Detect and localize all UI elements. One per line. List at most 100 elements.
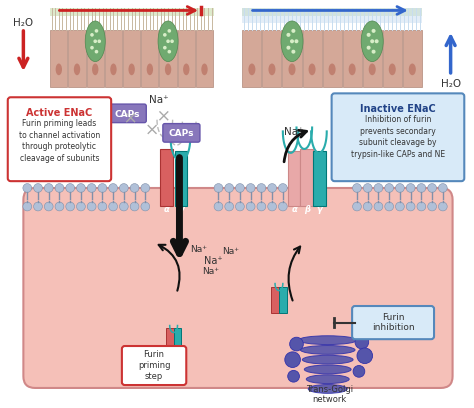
Circle shape <box>395 202 404 211</box>
Text: Na⁺: Na⁺ <box>222 247 239 256</box>
Circle shape <box>98 40 101 43</box>
Circle shape <box>225 184 234 193</box>
Circle shape <box>141 202 150 211</box>
Bar <box>302 30 321 86</box>
Circle shape <box>292 50 295 54</box>
Bar <box>283 30 301 86</box>
Text: α: α <box>292 205 297 214</box>
Circle shape <box>357 348 373 364</box>
Circle shape <box>167 29 171 33</box>
Ellipse shape <box>165 64 171 75</box>
Text: H₂O: H₂O <box>13 18 34 28</box>
Bar <box>87 30 104 86</box>
FancyBboxPatch shape <box>8 97 111 181</box>
Text: Na⁺: Na⁺ <box>202 267 219 276</box>
Ellipse shape <box>289 64 295 75</box>
Ellipse shape <box>146 64 153 75</box>
Bar <box>323 30 342 86</box>
Circle shape <box>374 39 379 43</box>
Circle shape <box>406 184 415 193</box>
Circle shape <box>214 184 223 193</box>
Ellipse shape <box>306 375 349 384</box>
Text: Furin priming leads
to channel activation
through proteolytic
cleavage of subuni: Furin priming leads to channel activatio… <box>19 119 100 163</box>
Circle shape <box>438 184 447 193</box>
Circle shape <box>45 184 53 193</box>
Bar <box>50 30 67 86</box>
FancyBboxPatch shape <box>163 124 200 142</box>
Bar <box>196 30 213 86</box>
FancyBboxPatch shape <box>109 104 146 123</box>
Circle shape <box>257 202 266 211</box>
Bar <box>242 30 262 86</box>
Circle shape <box>355 335 369 349</box>
Text: H₂O: H₂O <box>440 79 461 89</box>
Bar <box>166 328 173 355</box>
Circle shape <box>286 33 291 37</box>
Circle shape <box>417 202 426 211</box>
Ellipse shape <box>349 64 356 75</box>
Ellipse shape <box>158 21 178 62</box>
Circle shape <box>294 39 299 43</box>
Circle shape <box>374 184 383 193</box>
Circle shape <box>141 184 150 193</box>
Bar <box>383 30 402 86</box>
Bar <box>105 30 122 86</box>
Circle shape <box>428 202 437 211</box>
Ellipse shape <box>281 21 303 62</box>
Circle shape <box>385 184 393 193</box>
Circle shape <box>23 202 32 211</box>
Ellipse shape <box>55 64 62 75</box>
Circle shape <box>257 184 266 193</box>
Text: Furin
inhibition: Furin inhibition <box>372 313 414 332</box>
Circle shape <box>290 39 294 43</box>
Circle shape <box>278 202 287 211</box>
Ellipse shape <box>361 21 383 62</box>
Ellipse shape <box>74 64 80 75</box>
Circle shape <box>364 184 372 193</box>
Text: Na⁺: Na⁺ <box>284 127 303 137</box>
Ellipse shape <box>389 64 396 75</box>
Text: α: α <box>164 205 169 214</box>
Bar <box>174 151 187 206</box>
Ellipse shape <box>304 365 351 374</box>
Text: CAPs: CAPs <box>169 129 194 138</box>
Circle shape <box>109 202 118 211</box>
Circle shape <box>119 184 128 193</box>
Circle shape <box>109 184 118 193</box>
Circle shape <box>87 184 96 193</box>
Ellipse shape <box>201 64 208 75</box>
Circle shape <box>119 202 128 211</box>
Circle shape <box>130 202 139 211</box>
Bar <box>242 9 422 22</box>
Circle shape <box>366 46 371 50</box>
Bar <box>271 286 279 313</box>
Text: Na⁺: Na⁺ <box>191 245 208 254</box>
Bar <box>68 30 86 86</box>
Bar <box>263 30 282 86</box>
Circle shape <box>95 50 98 53</box>
Bar <box>313 151 326 206</box>
Circle shape <box>214 202 223 211</box>
Ellipse shape <box>308 385 347 393</box>
Text: Trans-Golgi
network: Trans-Golgi network <box>306 385 353 404</box>
Bar <box>403 30 422 86</box>
Ellipse shape <box>302 355 353 364</box>
Bar <box>160 149 173 206</box>
Circle shape <box>438 202 447 211</box>
Bar <box>123 30 140 86</box>
Text: Inactive ENaC: Inactive ENaC <box>360 104 436 114</box>
Ellipse shape <box>309 64 316 75</box>
Circle shape <box>268 202 276 211</box>
Circle shape <box>285 352 301 368</box>
Ellipse shape <box>248 64 255 75</box>
FancyBboxPatch shape <box>122 346 186 385</box>
Circle shape <box>278 184 287 193</box>
Circle shape <box>236 184 244 193</box>
Circle shape <box>366 33 371 37</box>
Circle shape <box>236 202 244 211</box>
Ellipse shape <box>268 64 275 75</box>
Bar <box>288 151 301 206</box>
Circle shape <box>246 202 255 211</box>
Circle shape <box>395 184 404 193</box>
FancyBboxPatch shape <box>23 188 453 388</box>
